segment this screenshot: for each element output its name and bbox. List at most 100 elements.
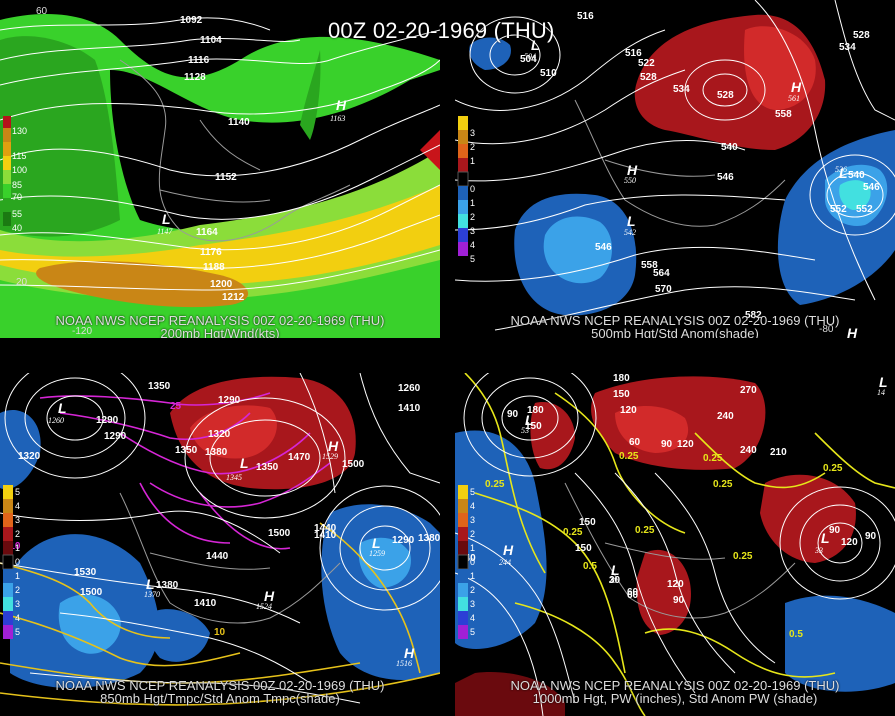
- colorbar-label: 1: [470, 571, 475, 581]
- contour-label: 528: [640, 72, 657, 83]
- negative-anom-south: [147, 609, 210, 662]
- contour-label: 540: [848, 170, 865, 181]
- colorbar-label: 4: [470, 501, 475, 511]
- caption-line-2: 850mb Hgt/Tmpc/Std Anom Tmpc(shade): [100, 691, 340, 706]
- colorbar-1000: 5 4 3 2 1 0 1 2 3 4 5: [457, 485, 475, 639]
- contour-label: 270: [740, 385, 757, 396]
- contour-label: 210: [770, 447, 787, 458]
- high-symbol: H: [847, 325, 858, 338]
- contour-label: 1500: [342, 459, 365, 470]
- panel-200mb: 1092 1104 1116 1128 1140 1152 1164 1176 …: [0, 0, 440, 338]
- contour-label: 1410: [314, 530, 337, 541]
- low-symbol: L: [839, 165, 848, 181]
- high-symbol: H: [328, 438, 339, 454]
- caption-line-2: 500mb Hgt/Std Anom(shade): [591, 326, 759, 338]
- height-contours: [455, 373, 895, 716]
- high-symbol: H: [404, 645, 415, 661]
- colorbar-label: 1: [15, 543, 20, 553]
- colorbar-label: 85: [12, 180, 22, 190]
- contour-label: 552: [830, 204, 847, 215]
- colorbar-label: 3: [15, 515, 20, 525]
- positive-anom-core: [744, 26, 816, 110]
- negative-anom-se: [785, 595, 895, 692]
- contour-labels-1000: 180 150 120 90 180 150 60 90 120 240 210…: [459, 373, 877, 640]
- pw-label: 0.5: [789, 629, 803, 640]
- extrema-200: L 1147 H 1163: [157, 97, 347, 236]
- high-value: 1516: [396, 659, 412, 668]
- coastlines: [119, 59, 351, 242]
- colorbar-label: 3: [470, 128, 475, 138]
- contour-label: 180: [613, 373, 630, 384]
- jet-core-orange: [36, 261, 249, 308]
- colorbar-label: 2: [470, 142, 475, 152]
- lat-label: 60: [36, 6, 48, 17]
- colorbar-label: 2: [470, 529, 475, 539]
- extrema-850: L 1260 H 1529 L 1259 L 1370 H 1524 L 134…: [48, 400, 415, 668]
- pw-label: 0.25: [733, 551, 753, 562]
- colorbar-label: 2: [470, 585, 475, 595]
- contour-label: 240: [740, 445, 757, 456]
- low-symbol: L: [525, 412, 534, 428]
- colorbar-label: 5: [470, 627, 475, 637]
- colorbar-label: 1: [470, 198, 475, 208]
- contour-label: 120: [667, 579, 684, 590]
- lat-label: 20: [16, 277, 28, 288]
- contour-label: 1290: [392, 535, 415, 546]
- contour-label: 120: [677, 439, 694, 450]
- contour-label: 516: [625, 48, 642, 59]
- high-symbol: H: [503, 542, 514, 558]
- contour-label: 516: [577, 11, 594, 22]
- extrema-500: L 504 H 561 H 550 L 542 L 536 H: [524, 37, 858, 338]
- contour-label: 552: [856, 204, 873, 215]
- panel-850mb: 1350 1290 1260 1320 1290 1290 1320 1350 …: [0, 373, 440, 716]
- contour-label: 1290: [218, 395, 241, 406]
- contour-label: 120: [620, 405, 637, 416]
- contour-label: 582: [745, 310, 762, 321]
- temp-label: -10: [6, 541, 21, 552]
- caption-200mb: NOAA NWS NCEP REANALYSIS 00Z 02-20-1969 …: [0, 314, 440, 338]
- contour-label: 180: [527, 405, 544, 416]
- high-value: 244: [499, 558, 511, 567]
- colorbar-label: 100: [12, 165, 27, 175]
- colorbar-label: 0: [470, 557, 475, 567]
- panel-1000mb: 180 150 120 90 180 150 60 90 120 240 210…: [455, 373, 895, 716]
- contour-label: 1380: [205, 447, 228, 458]
- negative-anom-sw-core: [58, 594, 121, 654]
- contour-label: 120: [841, 537, 858, 548]
- low-value: 504: [524, 52, 536, 61]
- colorbar-label: 2: [470, 212, 475, 222]
- positive-anom-west: [530, 402, 575, 470]
- low-symbol: L: [821, 530, 830, 546]
- contour-label: 1116: [188, 55, 210, 66]
- caption-500mb: NOAA NWS NCEP REANALYSIS 00Z 02-20-1969 …: [455, 314, 895, 338]
- caption-line-1: NOAA NWS NCEP REANALYSIS 00Z 02-20-1969 …: [55, 678, 385, 693]
- contour-label: 558: [641, 260, 658, 271]
- low-symbol: L: [240, 455, 249, 471]
- colorbar-200: 130 115 100 85 70 55 40: [3, 116, 27, 233]
- contour-label: 522: [638, 58, 655, 69]
- contour-label: 30: [609, 575, 621, 586]
- low-value: 53: [521, 426, 529, 435]
- high-symbol: H: [264, 588, 275, 604]
- temp-label: 25: [170, 401, 182, 412]
- contour-label: 1212: [222, 292, 245, 303]
- contour-label: 1500: [268, 528, 291, 539]
- positive-anom-east: [760, 474, 856, 563]
- height-contours: [0, 373, 440, 704]
- contour-label: 1380: [418, 533, 440, 544]
- colorbar-label: 55: [12, 209, 22, 219]
- colorbar-label: 0: [15, 557, 20, 567]
- contour-label: 1320: [18, 451, 41, 462]
- high-value: 1524: [256, 602, 272, 611]
- colorbar-label: 3: [470, 515, 475, 525]
- colorbar-label: 4: [15, 613, 20, 623]
- pw-label: 0.25: [563, 527, 583, 538]
- colorbar-label: 4: [470, 240, 475, 250]
- coastlines: [119, 492, 341, 624]
- low-symbol: L: [611, 562, 620, 578]
- contour-label: 1380: [156, 580, 179, 591]
- colorbar-label: 130: [12, 126, 27, 136]
- contour-labels-200: 1092 1104 1116 1128 1140 1152 1164 1176 …: [180, 15, 250, 303]
- main-title: 00Z 02-20-1969 (THU): [328, 18, 555, 43]
- high-value: 561: [788, 94, 800, 103]
